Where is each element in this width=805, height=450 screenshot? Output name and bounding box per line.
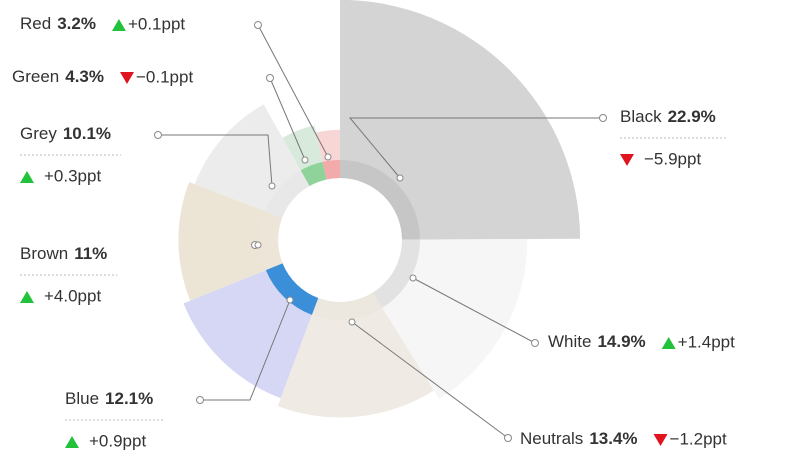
- label-value: 4.3%: [65, 67, 104, 86]
- label-name: Grey: [20, 124, 57, 143]
- change-label: +0.9ppt: [89, 431, 146, 450]
- up-arrow: [20, 291, 34, 303]
- down-arrow: [620, 154, 634, 166]
- sector-ring: [265, 170, 310, 218]
- change-label: +4.0ppt: [44, 286, 101, 305]
- leader-dot: [301, 156, 309, 164]
- label-value: 12.1%: [105, 389, 153, 408]
- up-arrow: [111, 19, 126, 31]
- leader-dot: [286, 296, 294, 304]
- leader-dot: [504, 434, 512, 442]
- leader-line: [158, 134, 273, 187]
- label-text: Grey 10.1%: [20, 124, 111, 143]
- label-value: 10.1%: [63, 124, 111, 143]
- leader-dot: [396, 174, 404, 182]
- change-label: −1.2ppt: [670, 429, 727, 448]
- label-value: 22.9%: [668, 107, 716, 126]
- segment-label: Red 3.2% +0.1ppt: [20, 14, 332, 161]
- leader-line: [412, 277, 536, 344]
- leader-line: [348, 117, 603, 179]
- leader-line: [200, 299, 291, 401]
- leader-dot: [266, 74, 274, 82]
- leader-dot: [254, 21, 262, 29]
- sector: [277, 292, 434, 418]
- change-label: +0.1ppt: [128, 14, 185, 33]
- leader-dot: [599, 114, 607, 122]
- label-name: Black: [620, 107, 662, 126]
- label-text: White 14.9%: [548, 332, 646, 351]
- down-arrow: [653, 434, 668, 446]
- segment-label: Blue 12.1% +0.9ppt: [65, 296, 294, 450]
- sector-ring: [372, 239, 420, 308]
- segment-label: Grey 10.1% +0.3ppt: [20, 124, 276, 190]
- sector-ring: [311, 292, 383, 320]
- leader-dot: [324, 153, 332, 161]
- leader-dot: [348, 318, 356, 326]
- sector-ring: [340, 160, 420, 240]
- up-arrow: [65, 436, 79, 448]
- leader-dot: [154, 131, 162, 139]
- leader-dot: [254, 241, 262, 249]
- label-name: Green: [12, 67, 59, 86]
- sector: [178, 181, 283, 301]
- down-arrow: [120, 72, 134, 84]
- label-text: Green 4.3%: [12, 67, 104, 86]
- leader-line: [257, 24, 329, 158]
- leader-line: [351, 321, 509, 439]
- change-label: +1.4ppt: [678, 332, 735, 351]
- segment-label: Brown 11% +4.0ppt: [20, 241, 262, 305]
- leader-line: [269, 77, 306, 161]
- label-name: Neutrals: [520, 429, 583, 448]
- segment-label: Neutrals 13.4% −1.2ppt: [348, 318, 727, 448]
- segment-label: Black 22.9% −5.9ppt: [348, 107, 726, 182]
- label-value: 14.9%: [597, 332, 645, 351]
- label-text: Neutrals 13.4%: [520, 429, 638, 448]
- label-value: 3.2%: [57, 14, 96, 33]
- label-text: Black 22.9%: [620, 107, 716, 126]
- label-name: White: [548, 332, 591, 351]
- change-label: +0.3ppt: [44, 166, 101, 185]
- sector-ring: [260, 211, 283, 271]
- change-label: −5.9ppt: [644, 149, 701, 168]
- up-arrow: [20, 171, 34, 183]
- change-label: −0.1ppt: [136, 67, 193, 86]
- label-value: 11%: [74, 244, 107, 263]
- segment-label: White 14.9% +1.4ppt: [409, 274, 735, 351]
- sector-ring: [265, 263, 319, 315]
- sector-ring: [322, 160, 340, 180]
- sector-ring: [300, 161, 327, 186]
- leader-dot: [196, 396, 204, 404]
- sector: [340, 0, 581, 240]
- label-name: Red: [20, 14, 51, 33]
- label-text: Brown 11%: [20, 244, 107, 263]
- up-arrow: [661, 337, 676, 349]
- leader-dot: [531, 339, 539, 347]
- label-text: Red 3.2%: [20, 14, 96, 33]
- leader-dot: [409, 274, 417, 282]
- label-text: Blue 12.1%: [65, 389, 153, 408]
- label-name: Blue: [65, 389, 99, 408]
- label-name: Brown: [20, 244, 68, 263]
- leader-dot: [268, 182, 276, 190]
- label-value: 13.4%: [589, 429, 637, 448]
- segment-label: Green 4.3% −0.1ppt: [12, 67, 309, 164]
